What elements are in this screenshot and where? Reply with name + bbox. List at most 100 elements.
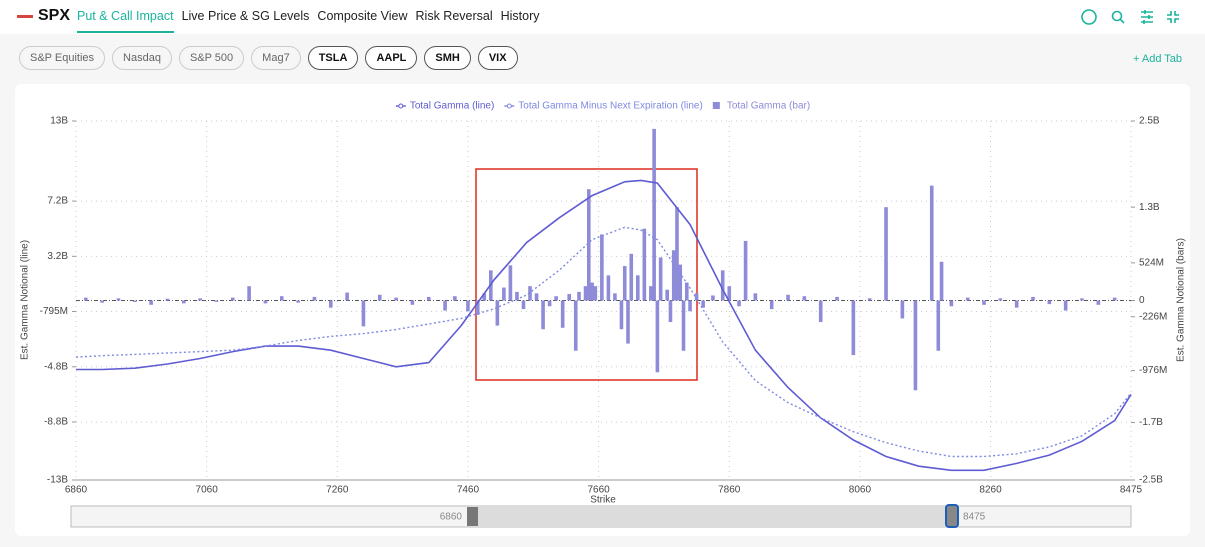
bar [720, 270, 725, 301]
y2-tick-label: 2.5B [1139, 116, 1160, 127]
y2-tick-label: 1.3B [1139, 202, 1160, 213]
bar [83, 297, 88, 301]
chip[interactable]: AAPL [365, 46, 418, 70]
y-tick-label: 7.2B [47, 196, 68, 207]
bar [1096, 300, 1101, 305]
chip[interactable]: SMH [424, 46, 471, 70]
legend-label[interactable]: Total Gamma Minus Next Expiration (line) [518, 101, 703, 112]
bar [567, 294, 572, 301]
bar [619, 300, 624, 330]
settings-icon[interactable] [1141, 10, 1153, 24]
bar [606, 275, 611, 301]
bar [711, 295, 715, 301]
y2-tick-label: -1.7B [1139, 417, 1163, 428]
bar [671, 250, 676, 301]
bar [502, 287, 506, 301]
bar [577, 291, 581, 301]
tab[interactable]: History [500, 9, 540, 23]
bar [867, 298, 872, 301]
add-tab[interactable]: + Add Tab [1133, 53, 1183, 65]
legend-marker [712, 102, 720, 109]
bar [1112, 297, 1117, 301]
bar [642, 228, 647, 301]
bar [475, 300, 480, 315]
bar [884, 207, 888, 301]
chip[interactable]: Mag7 [251, 46, 301, 70]
bar [1080, 298, 1084, 301]
bar [198, 298, 202, 301]
y2-axis-title: Est. Gamma Notional (bars) [1176, 238, 1187, 362]
tab[interactable]: Composite View [317, 9, 408, 23]
bar [515, 291, 519, 301]
x-tick-label: 7260 [326, 485, 349, 496]
slider-handle[interactable] [945, 504, 959, 528]
bar [913, 300, 918, 391]
y-tick-label: 13B [50, 116, 68, 127]
tab[interactable]: Risk Reversal [415, 9, 493, 23]
bar [737, 300, 741, 307]
bar [247, 286, 251, 301]
bar [622, 266, 627, 301]
chip[interactable]: S&P Equities [19, 46, 106, 70]
info-icon[interactable] [1081, 9, 1097, 25]
chips: S&P Equities Nasdaq S&P 500 Mag7 TSLA AA… [19, 46, 518, 70]
bar [998, 298, 1003, 301]
bar [573, 300, 578, 351]
bar [835, 296, 839, 301]
bar [688, 300, 692, 312]
chip[interactable]: Nasdaq [112, 46, 172, 70]
bar [900, 300, 905, 319]
bar [541, 300, 545, 330]
y-tick-label: -8.8B [44, 417, 68, 428]
chip[interactable]: S&P 500 [178, 46, 245, 70]
bar [296, 300, 300, 303]
bar [727, 286, 732, 301]
tab[interactable]: Put & Call Impact [77, 9, 174, 33]
bar [583, 286, 588, 301]
bar [1031, 296, 1035, 301]
line [76, 179, 1132, 472]
fullscreen-icon[interactable] [1167, 11, 1179, 23]
chip[interactable]: VIX [477, 46, 518, 70]
bar [753, 293, 758, 301]
bar [743, 240, 748, 301]
y2-tick-label: -226M [1139, 311, 1167, 322]
bar [851, 300, 856, 356]
bar [600, 234, 604, 301]
search-icon[interactable] [1111, 10, 1123, 22]
x-axis-title: Strike [590, 495, 616, 506]
bar [613, 293, 617, 301]
x-tick-label: 8260 [979, 485, 1002, 496]
bar [312, 296, 317, 301]
bar [681, 300, 686, 351]
y-axis-title: Est. Gamma Notional (line) [20, 240, 31, 360]
bar [1063, 300, 1068, 311]
slider-handle[interactable] [467, 507, 478, 526]
bar [279, 296, 284, 301]
bar [658, 257, 663, 301]
tab[interactable]: Live Price & SG Levels [181, 9, 310, 23]
bar [508, 265, 513, 301]
bar [466, 300, 470, 312]
y2-tick-label: 524M [1139, 258, 1164, 269]
bar [929, 185, 934, 301]
slider-window[interactable] [472, 506, 952, 527]
bar [116, 298, 121, 301]
x-tick-label: 7860 [718, 485, 741, 496]
bar [936, 300, 941, 351]
bar [149, 300, 153, 305]
bar [132, 300, 137, 302]
chip[interactable]: TSLA [307, 46, 359, 70]
slider-label: 8475 [963, 512, 986, 523]
legend-label[interactable]: Total Gamma (bar) [727, 101, 810, 112]
x-tick-label: 7460 [457, 485, 480, 496]
top-bar: SPX Put & Call Impact Live Price & SG Le… [0, 0, 1205, 34]
bar [635, 275, 640, 301]
legend-label[interactable]: Total Gamma (line) [410, 101, 494, 112]
bar [165, 298, 170, 301]
bar [649, 286, 653, 301]
brand: SPX [38, 7, 71, 24]
y-tick-label: 3.2B [47, 251, 68, 262]
